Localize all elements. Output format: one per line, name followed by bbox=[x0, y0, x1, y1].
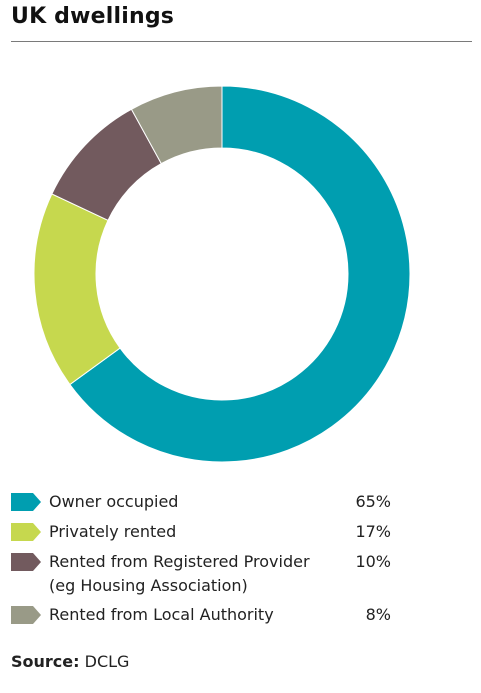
legend-label: Privately rented bbox=[49, 522, 177, 541]
legend-item-local-authority: Rented from Local Authority 8% bbox=[11, 603, 391, 627]
legend-label: Owner occupied bbox=[49, 492, 179, 511]
legend-swatch-privately-rented bbox=[11, 523, 41, 541]
legend-swatch-shape bbox=[11, 606, 41, 624]
legend-item-owner-occupied: Owner occupied 65% bbox=[11, 490, 391, 514]
donut-slice-privately-rented bbox=[33, 193, 121, 386]
donut-chart bbox=[33, 85, 411, 463]
source-note: Source: DCLG bbox=[11, 652, 129, 671]
legend-value: 8% bbox=[365, 605, 391, 624]
legend-value: 17% bbox=[355, 522, 391, 541]
source-value: DCLG bbox=[84, 652, 130, 671]
donut-chart-svg bbox=[33, 85, 411, 463]
legend-swatch-registered-provider bbox=[11, 553, 41, 571]
legend-swatch-local-authority bbox=[11, 606, 41, 624]
legend-item-registered-provider: Rented from Registered Provider (eg Hous… bbox=[11, 550, 391, 598]
legend-label: Rented from Local Authority bbox=[49, 605, 274, 624]
legend-swatch-shape bbox=[11, 553, 41, 571]
legend-swatch-shape bbox=[11, 493, 41, 511]
legend-swatch-owner-occupied bbox=[11, 493, 41, 511]
legend-label: Rented from Registered Provider (eg Hous… bbox=[49, 552, 310, 595]
donut-slice-local-authority bbox=[130, 85, 223, 165]
legend-value: 65% bbox=[355, 492, 391, 511]
donut-slice-owner-occupied bbox=[69, 85, 411, 463]
chart-title: UK dwellings bbox=[11, 4, 175, 29]
legend-value: 10% bbox=[355, 552, 391, 571]
source-label: Source: bbox=[11, 652, 80, 671]
title-divider bbox=[11, 41, 472, 42]
legend-swatch-shape bbox=[11, 523, 41, 541]
legend-item-privately-rented: Privately rented 17% bbox=[11, 520, 391, 544]
chart-legend: Owner occupied 65% Privately rented 17% … bbox=[11, 490, 391, 633]
